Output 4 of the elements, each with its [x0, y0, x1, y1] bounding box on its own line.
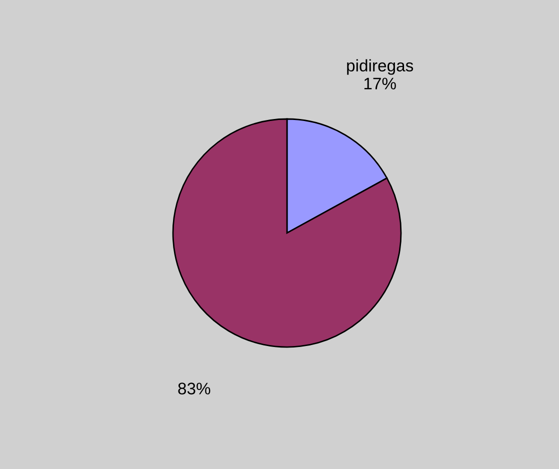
data-label: 83%: [178, 382, 210, 394]
pie-slice: [172, 118, 402, 348]
slice-label: pidiregas: [347, 59, 414, 75]
data-label: 17%: [364, 78, 396, 90]
